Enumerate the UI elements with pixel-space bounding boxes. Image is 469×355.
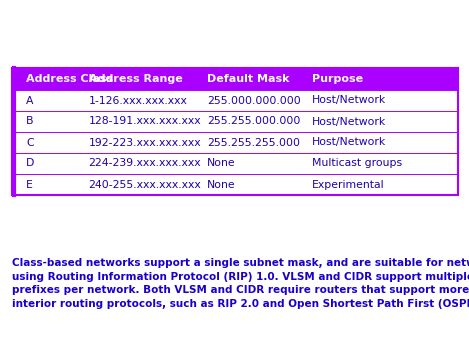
Text: C: C bbox=[26, 137, 34, 147]
Text: Purpose: Purpose bbox=[311, 74, 363, 84]
Bar bbox=[12, 68, 458, 195]
Text: Default Mask: Default Mask bbox=[207, 74, 289, 84]
Text: None: None bbox=[207, 180, 235, 190]
Text: Host/Network: Host/Network bbox=[311, 95, 386, 105]
Text: Address Range: Address Range bbox=[89, 74, 182, 84]
Text: Class-based networks support a single subnet mask, and are suitable for networks: Class-based networks support a single su… bbox=[12, 258, 469, 309]
Text: B: B bbox=[26, 116, 34, 126]
Text: Address Class: Address Class bbox=[26, 74, 113, 84]
Text: D: D bbox=[26, 158, 35, 169]
Text: E: E bbox=[26, 180, 33, 190]
Text: 240-255.xxx.xxx.xxx: 240-255.xxx.xxx.xxx bbox=[89, 180, 201, 190]
Text: 192-223.xxx.xxx.xxx: 192-223.xxx.xxx.xxx bbox=[89, 137, 201, 147]
Text: 128-191.xxx.xxx.xxx: 128-191.xxx.xxx.xxx bbox=[89, 116, 201, 126]
Text: Experimental: Experimental bbox=[311, 180, 384, 190]
Bar bbox=[12, 68, 458, 90]
Text: None: None bbox=[207, 158, 235, 169]
Text: 255.255.255.000: 255.255.255.000 bbox=[207, 137, 300, 147]
Text: Multicast groups: Multicast groups bbox=[311, 158, 402, 169]
Text: Host/Network: Host/Network bbox=[311, 137, 386, 147]
Text: A: A bbox=[26, 95, 34, 105]
Text: Host/Network: Host/Network bbox=[311, 116, 386, 126]
Text: 1-126.xxx.xxx.xxx: 1-126.xxx.xxx.xxx bbox=[89, 95, 188, 105]
Text: 224-239.xxx.xxx.xxx: 224-239.xxx.xxx.xxx bbox=[89, 158, 201, 169]
Text: 255.000.000.000: 255.000.000.000 bbox=[207, 95, 301, 105]
Text: 255.255.000.000: 255.255.000.000 bbox=[207, 116, 300, 126]
